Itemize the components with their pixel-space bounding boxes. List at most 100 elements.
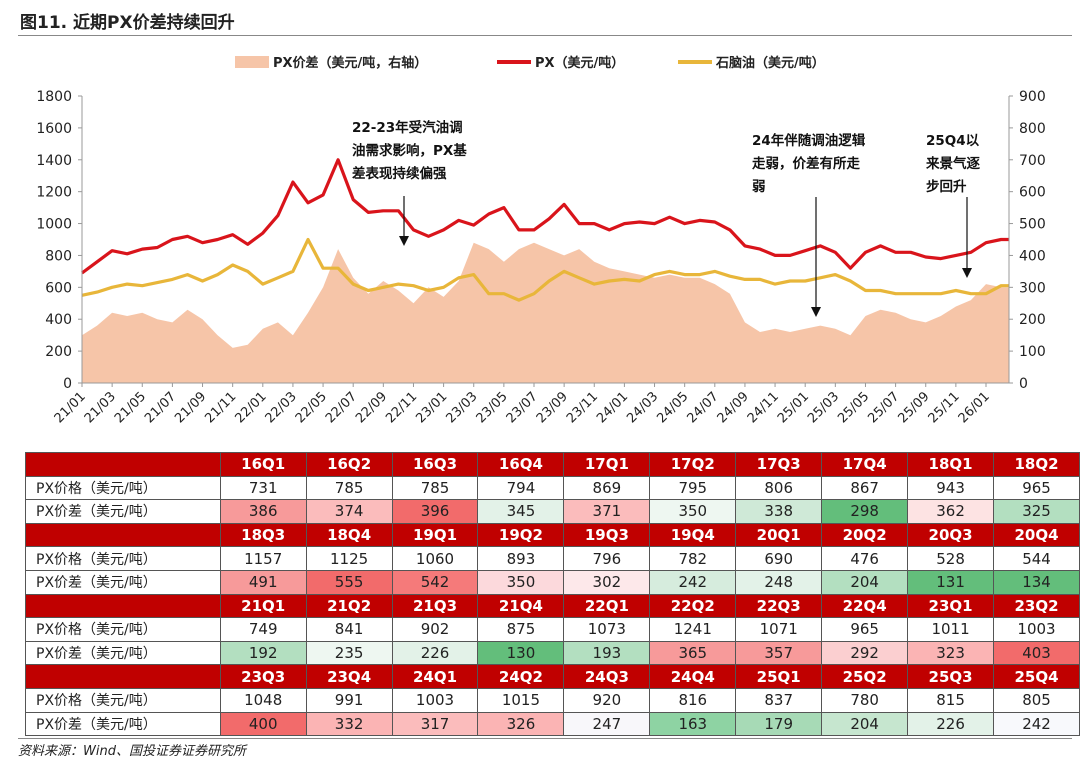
annotation-arrow-head [399,236,409,246]
y-tick-label-right: 0 [1019,376,1028,392]
row-label: PX价差（美元/吨） [25,640,221,666]
spread-cell: 242 [993,711,1080,737]
spread-cell: 400 [219,711,307,737]
price-cell: 1011 [907,617,995,642]
spread-cell: 491 [219,569,307,595]
price-cell: 806 [735,475,823,501]
x-tick-label: 24/05 [654,389,691,426]
y-tick-label-right: 200 [1019,312,1046,328]
spread-cell: 134 [993,569,1080,595]
quarter-header: 24Q1 [391,664,479,689]
annotation-line: 来景气逐 [926,156,980,172]
price-cell: 1048 [219,687,307,713]
table-row-spread: PX价差（美元/吨） 386 374 396 345 371 350 338 298 362 325 [25,499,1080,524]
header-blank-cell [25,452,221,477]
spread-cell: 386 [219,499,307,524]
price-cell: 690 [735,546,823,571]
spread-cell: 403 [993,640,1080,666]
quarter-header: 22Q2 [649,593,737,619]
quarter-header: 19Q1 [391,522,479,548]
x-tick-label: 23/03 [443,389,480,426]
x-tick-label: 22/03 [263,389,300,426]
y-tick-label-right: 500 [1019,217,1046,233]
x-tick-label: 21/03 [82,389,119,426]
legend-swatch-spread [235,56,269,68]
price-cell: 785 [391,475,479,501]
price-cell: 1003 [993,617,1080,642]
legend-label: PX（美元/吨） [535,55,624,71]
x-tick-label: 24/09 [715,389,752,426]
price-cell: 841 [305,617,393,642]
row-label: PX价格（美元/吨） [25,687,221,713]
legend-label: PX价差（美元/吨，右轴） [273,55,427,71]
table-row-spread: PX价差（美元/吨） 192 235 226 130 193 365 357 292 323 403 [25,640,1080,666]
quarter-header: 17Q1 [563,452,651,477]
quarter-header: 16Q1 [219,452,307,477]
spread-cell: 130 [477,640,565,666]
quarter-header: 23Q4 [305,664,393,689]
quarter-header: 20Q1 [735,522,823,548]
spread-cell: 204 [821,569,909,595]
annotation-24: 24年伴随调油逻辑 走弱，价差有所走 弱 [752,130,865,199]
x-tick-label: 25/01 [775,389,812,426]
y-tick-label-left: 0 [63,376,72,392]
price-cell: 1157 [219,546,307,571]
y-tick-label-left: 1400 [36,153,72,169]
y-tick-label-left: 1000 [36,217,72,233]
spread-cell: 193 [563,640,651,666]
x-tick-label: 21/07 [142,389,179,426]
price-cell: 875 [477,617,565,642]
quarter-header: 25Q3 [907,664,995,689]
price-cell: 1015 [477,687,565,713]
series-line-px [81,158,1009,275]
legend-label: 石脑油（美元/吨） [715,55,825,71]
annotation-line: 25Q4以 [926,133,980,149]
spread-cell: 317 [391,711,479,737]
price-cell: 795 [649,475,737,501]
price-cell: 1003 [391,687,479,713]
x-tick-label: 24/11 [745,389,782,426]
source-divider [18,738,1072,739]
price-cell: 749 [219,617,307,642]
quarter-header: 25Q2 [821,664,909,689]
price-cell: 805 [993,687,1080,713]
annotation-arrow-head [962,268,972,278]
y-tick-label-left: 200 [45,344,72,360]
quarter-header: 22Q1 [563,593,651,619]
price-cell: 893 [477,546,565,571]
table-row-price: PX价格（美元/吨） 1157 1125 1060 893 796 782 690 476 528… [25,546,1080,571]
price-cell: 920 [563,687,651,713]
x-tick-label: 25/09 [895,389,932,426]
x-tick-label: 22/05 [293,389,330,426]
quarter-header: 25Q1 [735,664,823,689]
quarter-header: 24Q4 [649,664,737,689]
header-blank-cell [25,522,221,548]
quarter-header: 16Q3 [391,452,479,477]
series-area-px-spread [82,242,1009,383]
price-cell: 1241 [649,617,737,642]
table-header-row: 18Q3 18Q4 19Q1 19Q2 19Q3 19Q4 20Q1 20Q2 20Q3 20Q4 [25,522,1080,548]
table-row-price: PX价格（美元/吨） 731 785 785 794 869 795 806 867 943 965 [25,475,1080,501]
annotation-line: 油需求影响，PX基 [352,143,467,159]
spread-cell: 332 [305,711,393,737]
quarter-header: 20Q3 [907,522,995,548]
x-tick-label: 21/05 [112,389,149,426]
spread-cell: 325 [993,499,1080,524]
spread-cell: 338 [735,499,823,524]
spread-cell: 350 [649,499,737,524]
spread-cell: 396 [391,499,479,524]
quarter-header: 19Q3 [563,522,651,548]
y-tick-label-left: 600 [45,280,72,296]
x-tick-label: 25/03 [805,389,842,426]
spread-cell: 302 [563,569,651,595]
quarterly-px-table: 16Q1 16Q2 16Q3 16Q4 17Q1 17Q2 17Q3 17Q4 18Q1 18Q2… [25,452,1080,737]
annotation-arrow-head [811,307,821,317]
series-line-naphtha [81,237,1009,302]
x-tick-label: 23/05 [474,389,511,426]
price-cell: 991 [305,687,393,713]
source-note: 资料来源：Wind、国投证券证券研究所 [18,744,246,759]
y-tick-label-left: 800 [45,248,72,264]
x-tick-label: 22/11 [383,389,420,426]
quarter-header: 18Q2 [993,452,1080,477]
price-cell: 965 [821,617,909,642]
